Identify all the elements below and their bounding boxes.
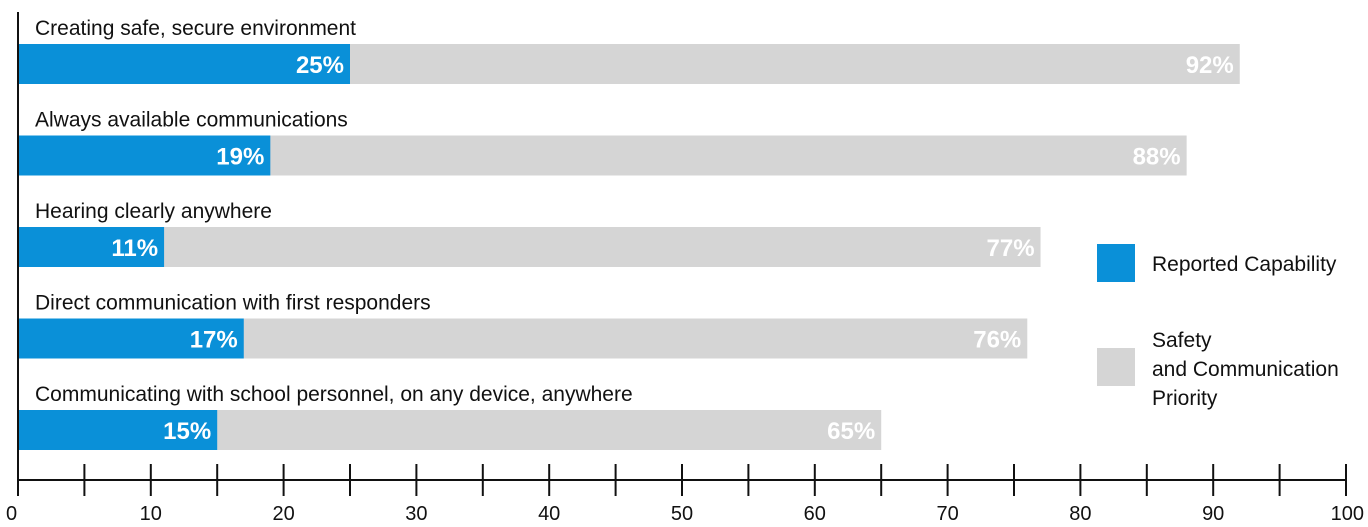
priority-value-label: 76%: [973, 327, 1021, 354]
category-label: Hearing clearly anywhere: [35, 200, 272, 223]
capability-value-label: 25%: [296, 52, 344, 79]
legend: Reported Capability Safety and Communicati…: [1097, 244, 1339, 410]
priority-bar: [18, 227, 1041, 267]
x-tick-label: 40: [538, 503, 560, 525]
category-label: Always available communications: [35, 109, 348, 132]
priority-value-label: 88%: [1133, 144, 1181, 171]
x-tick-label: 70: [936, 503, 958, 525]
x-tick-label: 30: [405, 503, 427, 525]
x-tick-label: 10: [140, 503, 162, 525]
legend-label-priority-line: Priority: [1152, 387, 1218, 410]
x-tick-label: 100: [1331, 503, 1364, 525]
priority-value-label: 77%: [987, 235, 1035, 262]
capability-bar: [18, 410, 218, 450]
category-label: Creating safe, secure environment: [35, 17, 356, 40]
legend-label-reported-capability: Reported Capability: [1152, 253, 1337, 276]
legend-swatch-priority: [1097, 348, 1135, 386]
x-tick-label: 20: [272, 503, 294, 525]
capability-bar: [18, 227, 165, 267]
legend-swatch-reported-capability: [1097, 244, 1135, 282]
capability-value-label: 15%: [163, 418, 211, 445]
x-tick-label: 60: [804, 503, 826, 525]
priority-value-label: 65%: [827, 418, 875, 445]
capability-value-label: 17%: [190, 327, 238, 354]
capability-bar: [18, 318, 244, 359]
x-tick-label: 80: [1069, 503, 1091, 525]
bars-layer: Creating safe, secure environment 25% 92% A…: [18, 17, 1240, 450]
capability-bar: [18, 44, 350, 84]
capability-value-label: 11%: [111, 235, 158, 262]
capability-bar: [18, 135, 271, 176]
x-tick-label: 0: [6, 503, 17, 525]
x-tick-label: 90: [1202, 503, 1224, 525]
category-label: Communicating with school personnel, on …: [35, 383, 633, 406]
category-label: Direct communication with first responde…: [35, 292, 431, 315]
legend-label-priority-line: and Communication: [1152, 358, 1339, 381]
legend-label-priority-line: Safety: [1152, 329, 1212, 352]
capability-value-label: 19%: [216, 144, 264, 171]
x-axis: 0 10 20 30 40 50 60 70 80 90 100: [6, 12, 1364, 525]
x-tick-label: 50: [671, 503, 693, 525]
priority-value-label: 92%: [1186, 52, 1234, 79]
